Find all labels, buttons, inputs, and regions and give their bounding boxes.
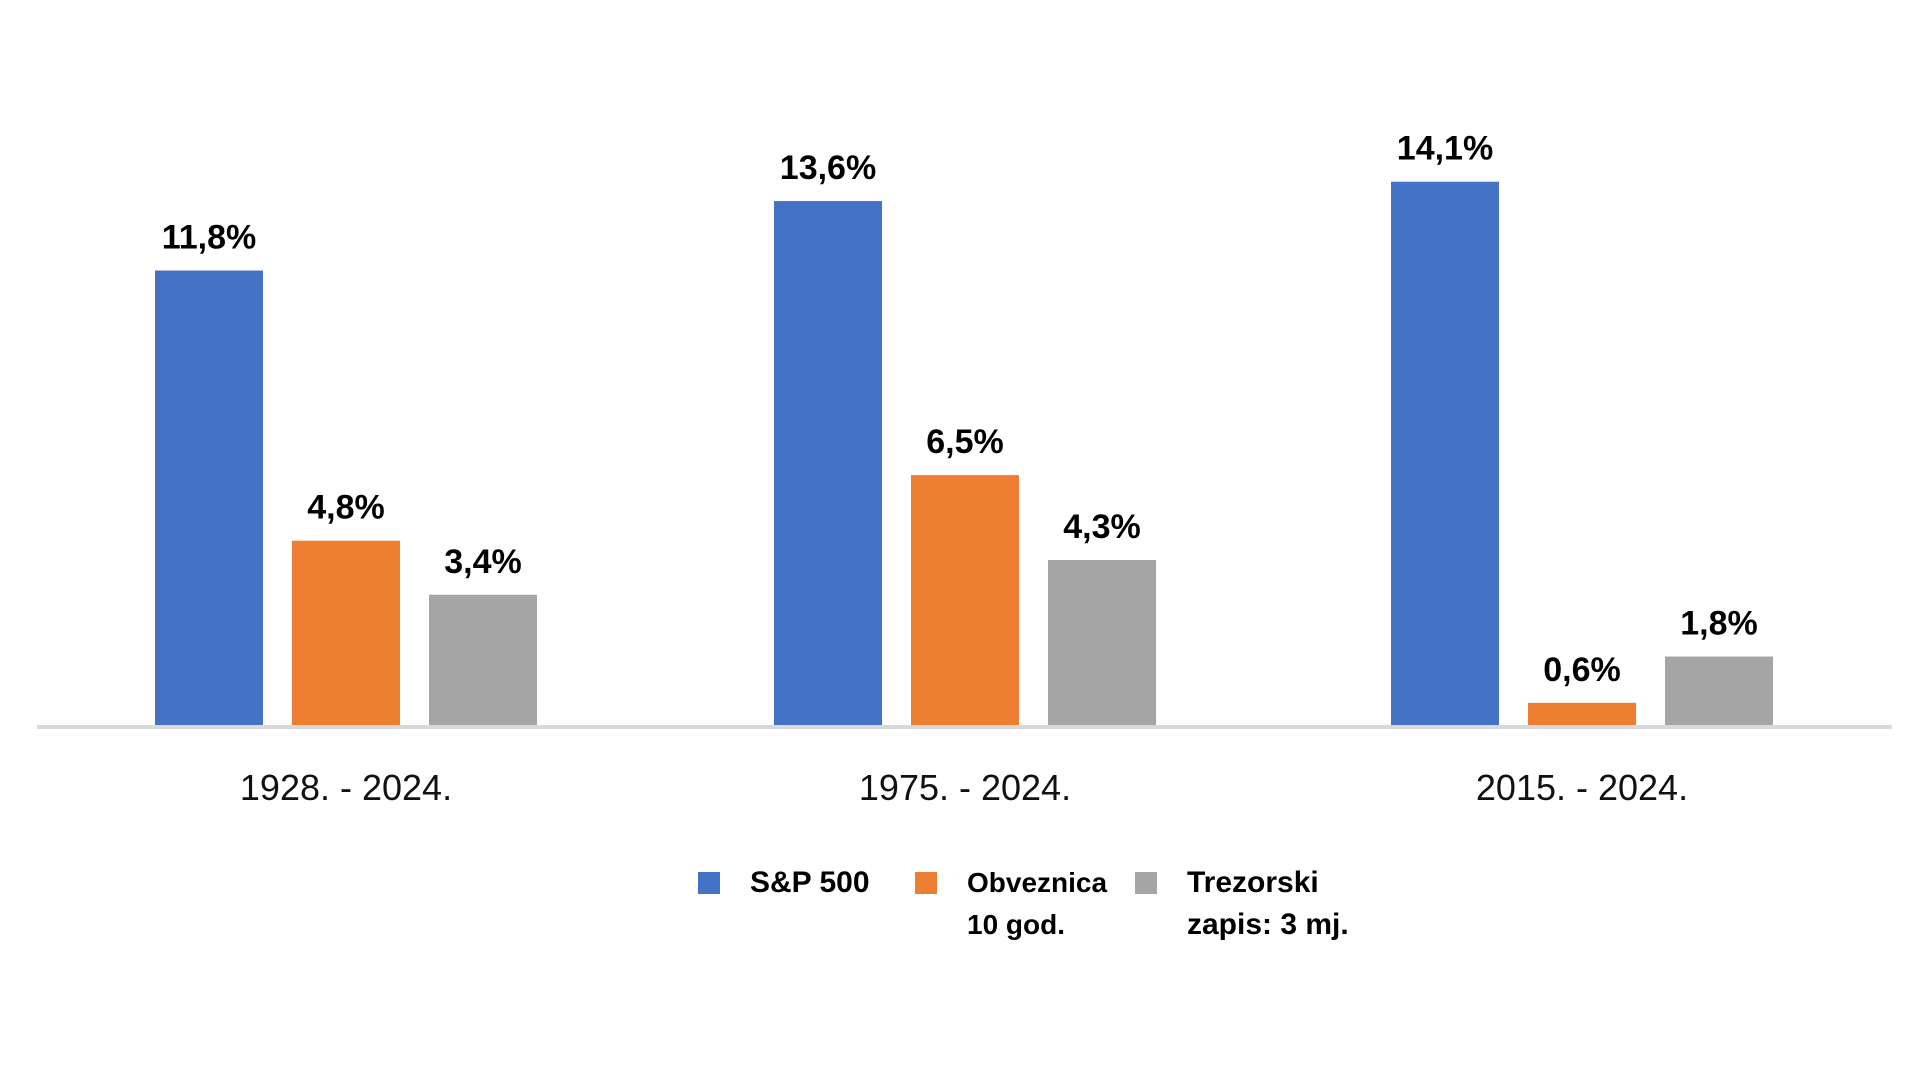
legend-swatch-obveznica	[915, 872, 937, 894]
bar-1-0	[292, 540, 400, 726]
legend-item-sp500: S&P 500	[698, 862, 870, 904]
legend-label-trezorski: Trezorski zapis: 3 mj.	[1187, 862, 1349, 946]
data-label: 11,8%	[162, 219, 257, 257]
legend-label-line: 10 god.	[967, 909, 1066, 940]
legend-label-line: S&P 500	[750, 866, 870, 899]
legend-label-sp500: S&P 500	[750, 862, 870, 904]
bar-0-0	[155, 270, 263, 726]
legend-swatch-sp500	[698, 872, 720, 894]
data-label: 3,4%	[444, 543, 522, 581]
legend-label-line: Trezorski	[1187, 866, 1319, 899]
legend-swatch-trezorski	[1135, 872, 1157, 894]
x-tick-label: 1975. - 2024.	[859, 767, 1071, 808]
data-label: 14,1%	[1397, 130, 1493, 168]
data-label: 4,8%	[307, 489, 385, 527]
bar-0-1	[774, 201, 882, 727]
data-label: 4,3%	[1063, 508, 1141, 546]
x-tick-label: 1928. - 2024.	[240, 767, 452, 808]
legend-item-obveznica: Obveznica 10 god.	[915, 862, 1107, 946]
bar-1-2	[1528, 702, 1636, 726]
legend-item-trezorski: Trezorski zapis: 3 mj.	[1135, 862, 1349, 946]
legend: S&P 500 Obveznica 10 god. Trezorski zapi…	[0, 862, 1920, 942]
data-label: 1,8%	[1680, 605, 1758, 643]
legend-label-line: Obveznica	[967, 867, 1108, 898]
bar-2-0	[429, 594, 537, 726]
x-axis-line	[37, 725, 1892, 729]
x-tick-label: 2015. - 2024.	[1476, 767, 1688, 808]
data-label: 13,6%	[780, 149, 876, 187]
data-label: 0,6%	[1543, 651, 1621, 689]
bar-2-1	[1048, 560, 1156, 726]
bar-2-2	[1665, 656, 1773, 726]
bar-1-1	[911, 475, 1019, 726]
data-label: 6,5%	[926, 423, 1004, 461]
legend-label-obveznica: Obveznica 10 god.	[967, 862, 1107, 946]
bar-0-2	[1391, 181, 1499, 727]
legend-label-line: zapis: 3 mj.	[1187, 908, 1349, 941]
